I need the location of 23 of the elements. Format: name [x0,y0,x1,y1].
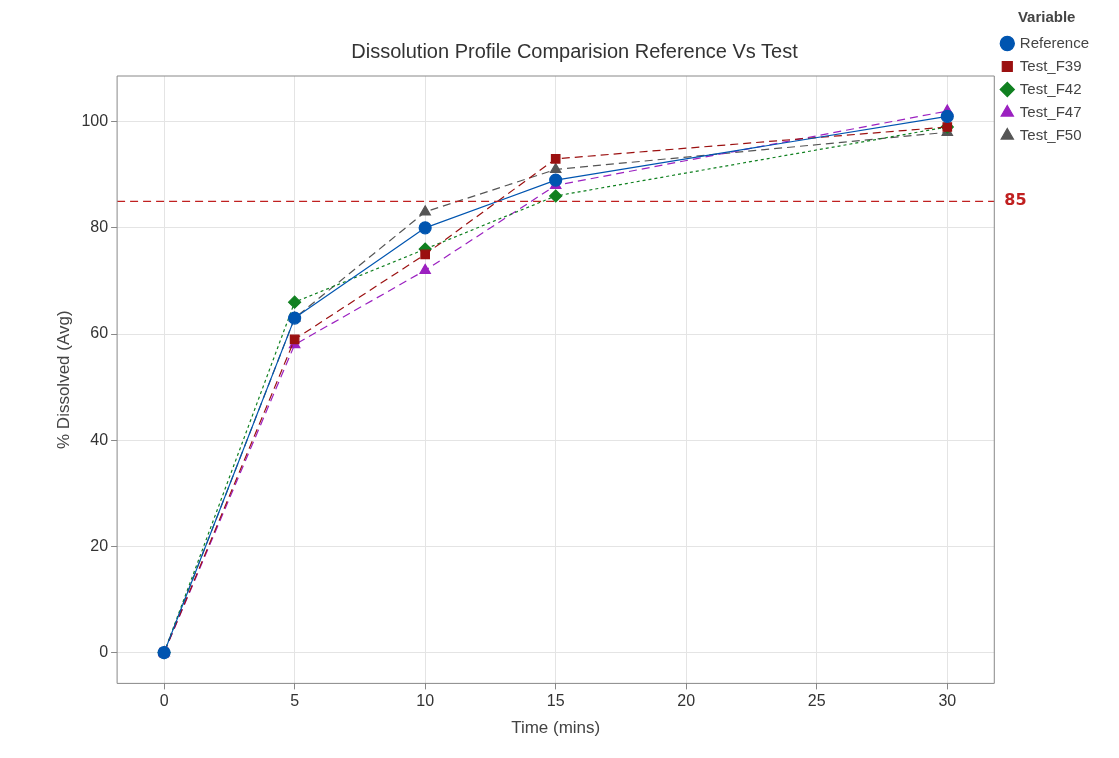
y-tick-label: 80 [90,218,109,236]
y-tick-label: 20 [90,536,109,554]
y-tick-label: 0 [99,643,109,661]
legend-label: Test_F42 [1019,79,1082,97]
chart-title: Dissolution Profile Comparision Reference Vs Test [351,39,799,62]
x-tick-label: 25 [807,692,826,710]
x-tick-label: 15 [546,692,565,710]
legend-label: Test_F47 [1019,102,1082,120]
legend-title: Variable [1017,7,1076,25]
x-axis-title: Time (mins) [511,718,601,738]
x-tick-label: 10 [416,692,435,710]
x-tick-label: 5 [290,692,300,710]
y-tick-label: 60 [90,324,109,342]
y-tick-label: 100 [81,112,109,130]
ref-line-label: 85 [1004,190,1027,210]
x-tick-label: 0 [159,692,169,710]
x-tick-label: 20 [677,692,696,710]
legend-label: Test_F39 [1019,56,1082,74]
legend-label: Test_F50 [1019,125,1082,143]
legend-label: Reference [1019,33,1090,51]
y-axis-title: % Dissolved (Avg) [53,310,73,449]
y-tick-label: 40 [90,430,109,448]
x-tick-label: 30 [938,692,957,710]
